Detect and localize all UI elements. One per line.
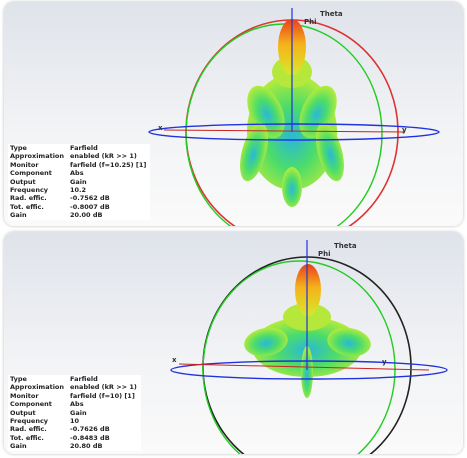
info-label: Approximation — [10, 152, 65, 161]
info-row: Tot. effic. -0.8483 dB — [8, 434, 141, 442]
info-value: 10 — [70, 417, 80, 426]
phi-ring — [170, 360, 448, 380]
info-value: Abs — [70, 169, 84, 178]
info-row: Component Abs — [8, 400, 141, 408]
info-box: Type Farfield Approximation enabled (kR >> … — [8, 375, 141, 451]
info-value: Abs — [70, 400, 84, 409]
info-row: Output Gain — [8, 409, 141, 417]
info-row: Gain 20.80 dB — [8, 442, 141, 450]
info-row: Rad. effic. -0.7626 dB — [8, 425, 141, 433]
info-label: Component — [10, 400, 52, 409]
info-row: Monitor farfield (f=10) [1] — [8, 392, 141, 400]
info-label: Rad. effic. — [10, 425, 47, 434]
info-label: Tot. effic. — [10, 433, 44, 442]
info-label: Gain — [10, 211, 27, 220]
plot: Theta Phi x y — [148, 8, 440, 226]
info-label: Monitor — [10, 160, 39, 169]
x-label: x — [158, 124, 163, 132]
arc — [185, 23, 383, 226]
info-value: -0.8483 dB — [70, 433, 110, 442]
info-row: Component Abs — [8, 169, 150, 177]
axis — [163, 129, 405, 133]
info-row: Monitor farfield (f=10.25) [1] — [8, 161, 150, 169]
info-value: -0.7626 dB — [70, 425, 110, 434]
info-label: Type — [10, 375, 27, 383]
info-box: Type Farfield Approximation enabled (kR >> … — [8, 144, 151, 220]
info-value: -0.8007 dB — [70, 202, 110, 211]
phi-label: Phi — [318, 250, 331, 258]
info-row: Rad. effic. -0.7562 dB — [8, 194, 150, 202]
info-row: Type Farfield — [8, 375, 141, 383]
info-row: Output Gain — [8, 178, 150, 186]
theta-label: Theta — [320, 10, 343, 18]
info-value: 20.00 dB — [70, 211, 103, 220]
info-row: Frequency 10 — [8, 417, 141, 425]
y-label: y — [382, 358, 387, 366]
info-row: Tot. effic. -0.8007 dB — [8, 203, 150, 211]
info-label: Rad. effic. — [10, 194, 47, 203]
info-row: Frequency 10.2 — [8, 186, 150, 194]
info-label: Output — [10, 408, 36, 417]
info-table: Type Farfield Approximation enabled (kR >> … — [8, 144, 150, 220]
phi-label: Phi — [304, 18, 317, 26]
info-value: 20.80 dB — [70, 442, 103, 451]
info-value: -0.7562 dB — [70, 194, 110, 203]
plot: Theta Phi x y — [170, 240, 448, 454]
info-row: Approximation enabled (kR >> 1) — [8, 152, 150, 160]
panel: Theta Phi x y Type Farfield Approximation e… — [4, 2, 463, 226]
info-label: Tot. effic. — [10, 202, 44, 211]
info-row: Gain 20.00 dB — [8, 211, 150, 219]
info-value: Gain — [70, 177, 87, 186]
theta-label: Theta — [334, 242, 357, 250]
info-row: Approximation enabled (kR >> 1) — [8, 383, 141, 391]
info-label: Monitor — [10, 391, 39, 400]
info-value: Farfield — [70, 144, 98, 152]
axis — [178, 363, 430, 371]
info-table: Type Farfield Approximation enabled (kR >> … — [8, 375, 141, 451]
panel: Theta Phi x y Type Farfield Approximation e… — [4, 232, 463, 454]
x-label: x — [172, 356, 177, 364]
info-value: enabled (kR >> 1) — [70, 152, 137, 161]
info-label: Approximation — [10, 383, 65, 392]
info-label: Frequency — [10, 417, 49, 426]
info-value: 10.2 — [70, 186, 87, 195]
info-label: Gain — [10, 442, 27, 451]
phi-ring — [148, 123, 440, 141]
y-label: y — [402, 126, 407, 134]
info-row: Type Farfield — [8, 144, 150, 152]
info-value: Gain — [70, 408, 87, 417]
info-label: Output — [10, 177, 36, 186]
info-value: farfield (f=10.25) [1] — [70, 160, 147, 169]
info-label: Type — [10, 144, 27, 152]
info-value: farfield (f=10) [1] — [70, 391, 135, 400]
info-label: Frequency — [10, 186, 49, 195]
info-label: Component — [10, 169, 52, 178]
info-value: Farfield — [70, 375, 98, 383]
info-value: enabled (kR >> 1) — [70, 383, 137, 392]
